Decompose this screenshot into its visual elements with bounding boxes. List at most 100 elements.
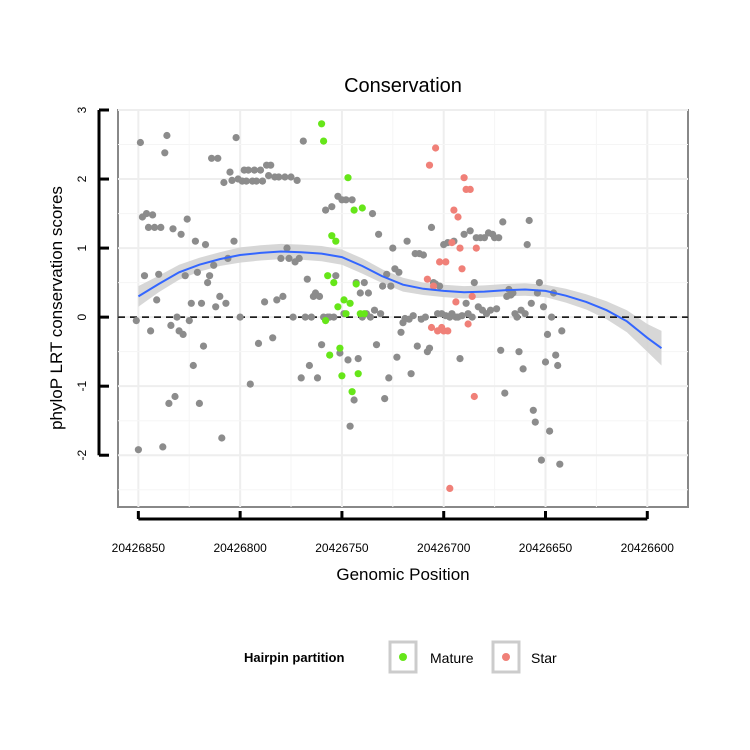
point-other <box>269 334 277 342</box>
point-other <box>167 321 175 329</box>
point-mature <box>332 237 340 245</box>
point-mature <box>322 317 330 325</box>
point-other <box>187 299 195 307</box>
point-other <box>212 303 220 311</box>
point-star <box>470 392 478 401</box>
point-star <box>466 185 474 193</box>
point-star <box>432 144 440 152</box>
y-tick-label: 1 <box>75 244 89 251</box>
point-other <box>421 313 429 321</box>
point-other <box>370 306 379 314</box>
point-other <box>558 327 566 335</box>
point-star <box>460 174 468 182</box>
point-other <box>307 313 315 321</box>
point-other <box>539 303 548 311</box>
point-other <box>149 211 157 219</box>
point-other <box>554 361 562 370</box>
point-mature <box>344 174 352 182</box>
x-tick-label: 20426600 <box>621 541 675 555</box>
point-star <box>442 258 450 266</box>
point-mature <box>334 303 342 311</box>
point-other <box>318 341 326 349</box>
legend-label-star: Star <box>531 650 557 666</box>
point-other <box>552 351 560 359</box>
point-other <box>543 330 552 338</box>
point-star <box>446 484 454 492</box>
point-other <box>360 279 368 287</box>
point-other <box>173 313 181 321</box>
legend-swatch-mature <box>399 653 407 661</box>
point-other <box>385 374 393 382</box>
data-points <box>132 120 566 492</box>
point-other <box>228 176 236 184</box>
point-other <box>261 298 269 306</box>
point-other <box>142 210 151 218</box>
point-other <box>265 172 273 180</box>
point-other <box>387 282 395 290</box>
x-tick-label: 20426800 <box>213 541 267 555</box>
point-other <box>389 244 397 252</box>
point-other <box>226 168 234 176</box>
point-star <box>456 244 464 252</box>
point-other <box>214 154 222 162</box>
point-other <box>165 399 173 407</box>
point-other <box>332 272 340 280</box>
point-other <box>535 279 544 287</box>
point-mature <box>320 137 328 145</box>
point-other <box>354 355 362 363</box>
point-mature <box>338 372 346 380</box>
point-other <box>556 460 564 468</box>
point-star <box>454 213 462 221</box>
x-tick-label: 20426650 <box>519 541 573 555</box>
point-other <box>193 268 201 276</box>
point-other <box>161 149 169 157</box>
point-other <box>375 230 383 238</box>
point-other <box>495 234 503 242</box>
point-other <box>366 313 374 321</box>
point-other <box>163 131 171 140</box>
point-other <box>181 272 189 280</box>
point-other <box>519 365 527 373</box>
point-other <box>136 138 144 147</box>
point-star <box>425 161 434 169</box>
point-other <box>513 313 521 321</box>
point-mature <box>336 344 344 352</box>
y-axis-title: phyloP LRT conservation scores <box>47 186 66 430</box>
point-star <box>464 320 472 328</box>
x-tick-label: 20426700 <box>417 541 471 555</box>
point-other <box>413 342 421 350</box>
y-tick-label: 0 <box>75 313 89 320</box>
point-other <box>218 434 226 442</box>
point-other <box>372 341 381 349</box>
point-other <box>210 261 218 269</box>
y-axis: -2 -1 0 1 2 3 <box>75 106 109 461</box>
point-star <box>429 282 438 290</box>
point-other <box>279 292 287 300</box>
point-other <box>230 237 238 245</box>
point-other <box>344 356 352 364</box>
point-other <box>462 299 470 307</box>
point-other <box>393 353 401 361</box>
point-other <box>153 296 161 304</box>
point-other <box>189 361 197 370</box>
y-tick-label: 3 <box>75 106 89 113</box>
point-other <box>208 154 216 162</box>
point-other <box>409 312 417 320</box>
point-mature <box>346 299 354 307</box>
point-other <box>493 305 501 313</box>
point-other <box>436 282 444 290</box>
point-other <box>169 225 177 233</box>
point-other <box>132 317 140 325</box>
smooth-line <box>137 250 663 350</box>
point-other <box>460 230 468 238</box>
point-other <box>425 344 434 352</box>
point-star <box>458 265 466 273</box>
point-other <box>299 137 307 145</box>
smooth-curve <box>137 250 663 350</box>
point-other <box>456 355 464 363</box>
point-other <box>499 218 507 226</box>
point-other <box>285 254 293 262</box>
point-other <box>468 313 476 321</box>
point-mature <box>326 351 334 359</box>
point-mature <box>340 296 348 304</box>
